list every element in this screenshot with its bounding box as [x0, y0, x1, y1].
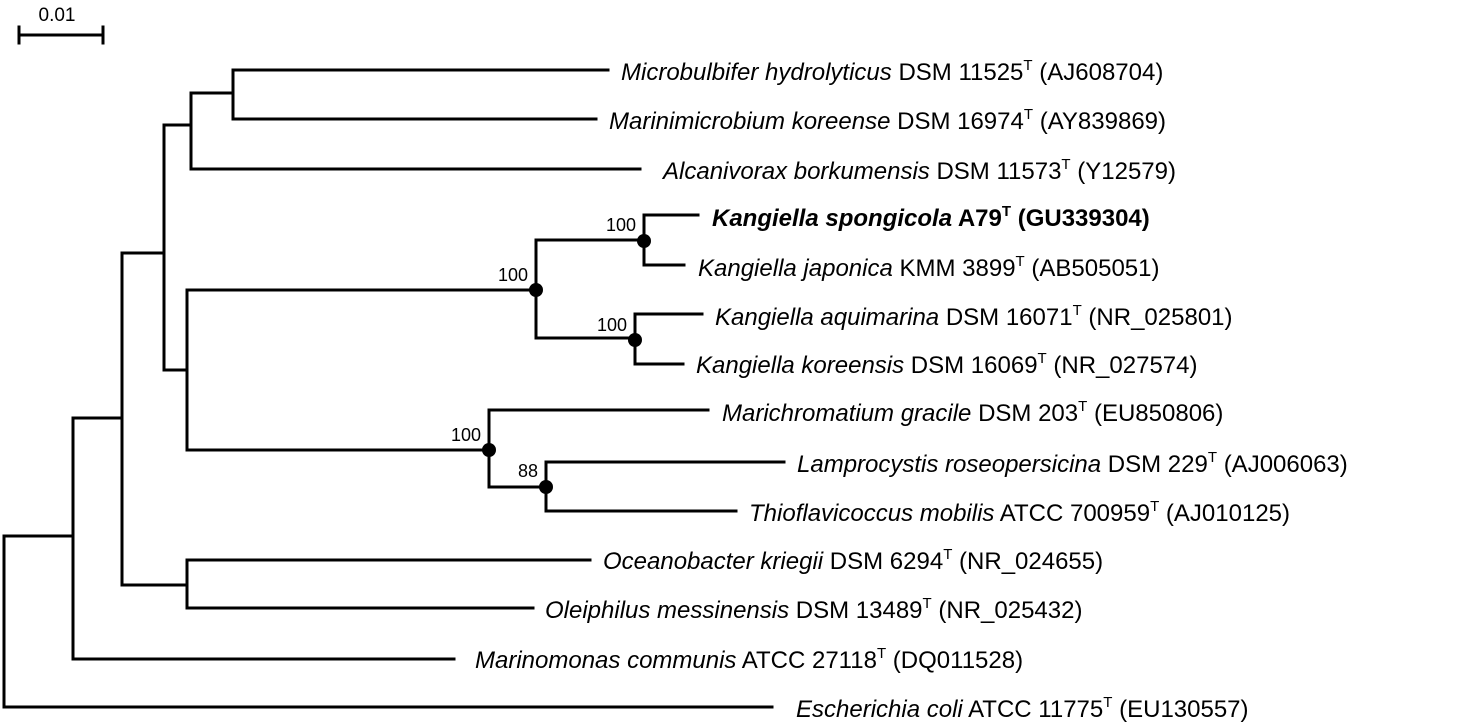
node-kangiella-aquimarina-koreensis	[628, 333, 642, 347]
bootstrap-label: 100	[498, 265, 528, 285]
taxon-label: Kangiella aquimarina DSM 16071T (NR_0258…	[715, 302, 1233, 331]
taxon-label: Escherichia coli ATCC 11775T (EU130557)	[796, 694, 1249, 723]
taxon-label: Marichromatium gracile DSM 203T (EU85080…	[722, 398, 1223, 427]
taxon-label: Marinomonas communis ATCC 27118T (DQ0115…	[475, 645, 1023, 674]
node-lamprocystis-thioflavicoccus	[539, 480, 553, 494]
support-nodes: 100 100 100 100 88	[451, 215, 651, 494]
bootstrap-label: 88	[518, 461, 538, 481]
node-kangiella-genus	[529, 283, 543, 297]
taxon-label: Oceanobacter kriegii DSM 6294T (NR_02465…	[603, 546, 1103, 575]
taxon-label: Microbulbifer hydrolyticus DSM 11525T (A…	[621, 57, 1163, 86]
taxon-label: Marinimicrobium koreense DSM 16974T (AY8…	[609, 106, 1166, 135]
bootstrap-label: 100	[451, 425, 481, 445]
branch-oceanobacter-oleiphilus	[185, 558, 592, 610]
branch-ingroup	[120, 68, 642, 372]
taxon-label: Thioflavicoccus mobilis ATCC 700959T (AJ…	[749, 498, 1290, 527]
taxon-label: Kangiella japonica KMM 3899T (AB505051)	[698, 253, 1159, 282]
scale-bar-label: 0.01	[39, 5, 76, 26]
node-chromatiaceae	[482, 443, 496, 457]
taxon-label: Lamprocystis roseopersicina DSM 229T (AJ…	[797, 449, 1348, 478]
bootstrap-label: 100	[597, 315, 627, 335]
taxon-label: Kangiella koreensis DSM 16069T (NR_02757…	[696, 350, 1197, 379]
branch-root	[2, 251, 774, 709]
branch-chromatiaceae	[185, 408, 786, 513]
taxon-label-highlighted: Kangiella spongicola A79T (GU339304)	[712, 203, 1150, 232]
taxon-labels: Microbulbifer hydrolyticus DSM 11525T (A…	[475, 57, 1348, 723]
scale-bar: 0.01	[17, 5, 105, 45]
bootstrap-label: 100	[606, 215, 636, 235]
taxon-label: Alcanivorax borkumensis DSM 11573T (Y125…	[661, 156, 1176, 185]
node-kangiella-spongicola-japonica	[637, 234, 651, 248]
taxon-label: Oleiphilus messinensis DSM 13489T (NR_02…	[545, 595, 1082, 624]
